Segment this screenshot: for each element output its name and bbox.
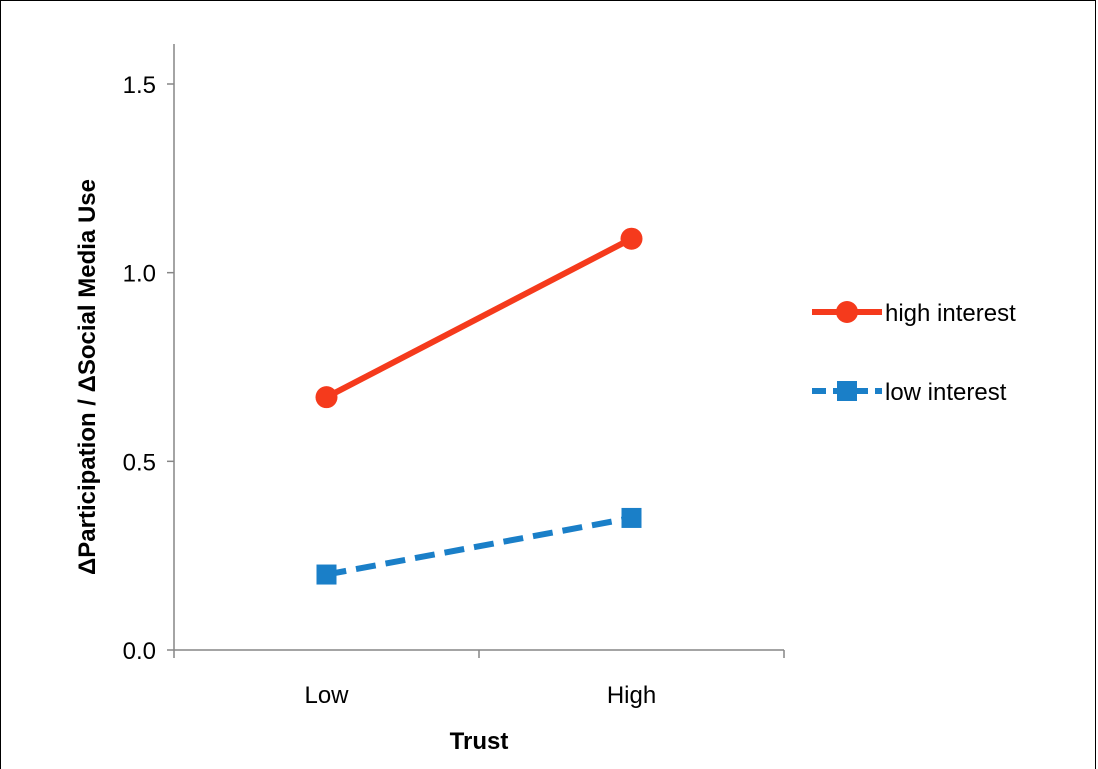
data-point xyxy=(621,507,642,528)
legend-marker xyxy=(836,301,858,323)
y-axis-title: ΔParticipation / ΔSocial Media Use xyxy=(74,179,101,575)
y-ticks: 0.0 0.5 1.0 1.5 xyxy=(123,72,174,665)
x-axis-title: Trust xyxy=(450,728,509,755)
data-point xyxy=(620,227,643,250)
legend: high interest low interest xyxy=(812,300,1016,406)
legend-marker xyxy=(837,381,857,401)
x-tick-label: Low xyxy=(304,682,349,709)
data-point xyxy=(316,564,337,585)
series-line xyxy=(325,514,633,578)
series-group xyxy=(315,227,643,585)
y-tick-label: 0.5 xyxy=(123,449,156,476)
legend-item: low interest xyxy=(812,379,1007,406)
data-point xyxy=(315,386,338,409)
legend-label: high interest xyxy=(885,300,1016,327)
axes xyxy=(173,44,784,651)
series-low-interest xyxy=(316,507,642,585)
y-tick-label: 1.0 xyxy=(123,261,156,288)
legend-label: low interest xyxy=(885,379,1007,406)
legend-item: high interest xyxy=(812,300,1016,327)
y-tick-label: 0.0 xyxy=(123,638,156,665)
series-line xyxy=(325,236,633,400)
x-tick-label: High xyxy=(607,682,656,709)
y-tick-label: 1.5 xyxy=(123,72,156,99)
series-high-interest xyxy=(315,227,643,409)
x-ticks: Low High xyxy=(173,650,785,709)
